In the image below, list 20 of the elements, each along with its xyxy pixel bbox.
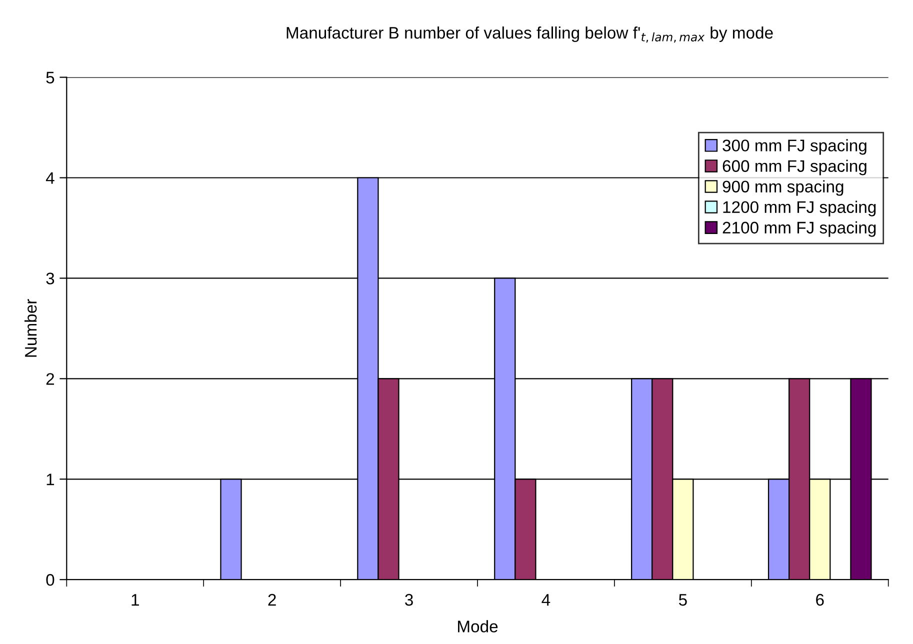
x-tick-label: 3 [405, 594, 413, 606]
y-tick-label: 4 [46, 172, 54, 184]
x-tick-label: 1 [132, 594, 139, 606]
x-tick-label: 4 [542, 594, 550, 606]
x-tick-label: 6 [816, 594, 824, 606]
legend-label: 900 mm spacing [722, 180, 844, 196]
legend-label: 300 mm FJ spacing [722, 139, 866, 155]
legend-label: 1200 mm FJ spacing [723, 200, 876, 216]
x-tick-label: 5 [678, 594, 687, 606]
legend-label: 600 mm FJ spacing [722, 160, 866, 176]
y-tick-label: 0 [46, 574, 54, 586]
x-axis-title: Mode [458, 620, 498, 632]
y-axis-title: Number [24, 299, 37, 357]
y-tick-label: 1 [46, 474, 54, 486]
chart-title: Manufacturer B number of values falling below f'$_{t,lam,max}$ by mode [286, 26, 773, 43]
legend-label: 2100 mm FJ spacing [722, 221, 876, 237]
y-tick-label: 2 [46, 373, 54, 385]
y-tick-label: 3 [46, 272, 54, 284]
y-tick-label: 5 [46, 72, 54, 84]
x-tick-label: 2 [268, 594, 276, 606]
